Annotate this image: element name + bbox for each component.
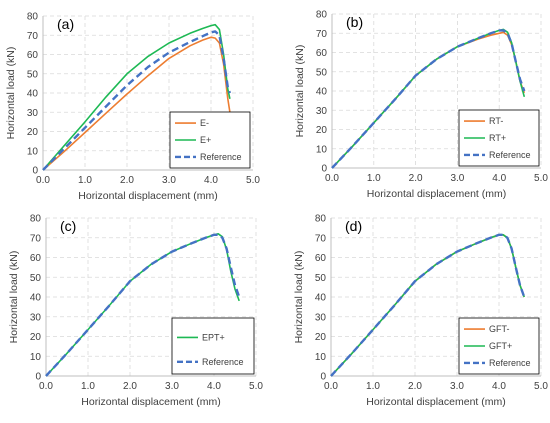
- x-tick-label: 1.0: [367, 173, 381, 184]
- x-tick-label: 4.0: [204, 175, 218, 186]
- y-tick-label: 50: [316, 67, 328, 78]
- legend: EPT+ Reference: [171, 317, 255, 375]
- chart-panel-4: 0.0 1.0 2.0 3.0 4.0 5.0 0 10 20 30 40 50 60 70 80 Horiz…: [293, 214, 548, 409]
- y-tick-label: 30: [316, 106, 328, 117]
- y-tick-label: 50: [27, 69, 39, 80]
- y-axis-label: Horizontal load (kN): [293, 251, 305, 344]
- series-line-reference: [42, 30, 232, 171]
- x-tick-label: 5.0: [249, 381, 263, 392]
- x-axis-label: Horizontal displacement (mm): [367, 188, 506, 200]
- x-tick-label: 2.0: [120, 175, 134, 186]
- x-tick-label: 0.0: [325, 173, 339, 184]
- y-tick-label: 60: [315, 253, 327, 264]
- panel-label: (c): [60, 218, 76, 234]
- y-tick-label: 70: [30, 233, 42, 244]
- y-tick-label: 80: [30, 214, 42, 225]
- chart-panel-3: 0.0 1.0 2.0 3.0 4.0 5.0 0 10 20 30 40 50 60 70 80 Horiz…: [8, 214, 263, 409]
- x-tick-label: 1.0: [78, 175, 92, 186]
- chart-panel-2: 0.0 1.0 2.0 3.0 4.0 5.0 0 10 20 30 40 50 60 70 80 Horiz…: [294, 10, 548, 201]
- y-tick-label: 20: [316, 125, 328, 136]
- y-tick-label: 40: [27, 89, 39, 100]
- panel-label: (a): [57, 16, 74, 32]
- y-tick-label: 30: [315, 312, 327, 323]
- y-axis-label: Horizontal load (kN): [8, 251, 20, 344]
- legend: RT- RT+ Reference: [458, 109, 540, 167]
- x-tick-label: 1.0: [81, 381, 95, 392]
- y-tick-label: 10: [315, 352, 327, 363]
- y-tick-label: 10: [27, 146, 39, 157]
- x-tick-label: 0.0: [36, 175, 50, 186]
- y-tick-label: 50: [30, 273, 42, 284]
- legend-label: E+: [200, 135, 211, 145]
- x-tick-label: 5.0: [534, 381, 548, 392]
- x-tick-label: 3.0: [162, 175, 176, 186]
- x-tick-label: 4.0: [492, 173, 506, 184]
- legend-label: Reference: [200, 152, 242, 162]
- y-tick-label: 70: [316, 29, 328, 40]
- series-line-reference: [331, 29, 526, 169]
- y-tick-label: 40: [315, 293, 327, 304]
- y-tick-label: 60: [27, 50, 39, 61]
- x-tick-label: 1.0: [366, 381, 380, 392]
- legend-label: RT+: [489, 133, 506, 143]
- y-axis-label: Horizontal load (kN): [5, 47, 17, 140]
- y-tick-label: 0: [32, 166, 38, 177]
- x-tick-label: 4.0: [492, 381, 506, 392]
- legend-label: RT-: [489, 116, 503, 126]
- legend-label: GFT+: [489, 341, 512, 351]
- series-line-e-: [42, 23, 231, 171]
- legend-label: GFT-: [489, 324, 510, 334]
- y-tick-label: 80: [315, 214, 327, 225]
- x-tick-label: 5.0: [534, 173, 548, 184]
- series-line-e-: [42, 36, 231, 171]
- x-tick-label: 0.0: [39, 381, 53, 392]
- y-tick-label: 80: [316, 10, 328, 21]
- y-tick-label: 20: [27, 127, 39, 138]
- x-tick-label: 2.0: [409, 173, 423, 184]
- x-tick-label: 4.0: [207, 381, 221, 392]
- y-tick-label: 30: [27, 108, 39, 119]
- y-tick-label: 40: [316, 87, 328, 98]
- y-tick-label: 20: [315, 332, 327, 343]
- x-axis-label: Horizontal displacement (mm): [78, 190, 217, 202]
- legend-label: EPT+: [202, 332, 225, 342]
- x-tick-label: 0.0: [324, 381, 338, 392]
- y-tick-label: 60: [316, 48, 328, 59]
- y-tick-label: 70: [27, 31, 39, 42]
- y-tick-label: 10: [30, 352, 42, 363]
- y-axis-label: Horizontal load (kN): [294, 45, 306, 138]
- panel-label: (b): [346, 14, 363, 30]
- legend-label: E-: [200, 118, 209, 128]
- y-tick-label: 80: [27, 12, 39, 23]
- x-tick-label: 5.0: [246, 175, 260, 186]
- y-tick-label: 0: [35, 372, 41, 383]
- y-tick-label: 0: [320, 372, 326, 383]
- x-tick-label: 3.0: [450, 381, 464, 392]
- x-tick-label: 2.0: [408, 381, 422, 392]
- chart-panel-1: 0.0 1.0 2.0 3.0 4.0 5.0 0 10 20 30 40 50 60 70 80 Horiz…: [5, 12, 260, 203]
- y-tick-label: 50: [315, 273, 327, 284]
- series-line-reference: [330, 233, 526, 377]
- y-tick-label: 40: [30, 293, 42, 304]
- x-tick-label: 3.0: [450, 173, 464, 184]
- legend-box: [171, 317, 255, 375]
- y-tick-label: 20: [30, 332, 42, 343]
- y-tick-label: 30: [30, 312, 42, 323]
- legend-label: Reference: [489, 358, 531, 368]
- x-axis-label: Horizontal displacement (mm): [366, 396, 505, 408]
- x-axis-label: Horizontal displacement (mm): [81, 396, 220, 408]
- legend: E- E+ Reference: [169, 111, 251, 169]
- legend-label: Reference: [202, 357, 244, 367]
- y-tick-label: 0: [321, 164, 327, 175]
- panel-label: (d): [345, 218, 362, 234]
- legend: GFT- GFT+ Reference: [458, 317, 540, 375]
- y-tick-label: 10: [316, 144, 328, 155]
- x-tick-label: 2.0: [123, 381, 137, 392]
- x-tick-label: 3.0: [165, 381, 179, 392]
- series-line-reference: [45, 233, 241, 377]
- y-tick-label: 60: [30, 253, 42, 264]
- legend-label: Reference: [489, 150, 531, 160]
- y-tick-label: 70: [315, 233, 327, 244]
